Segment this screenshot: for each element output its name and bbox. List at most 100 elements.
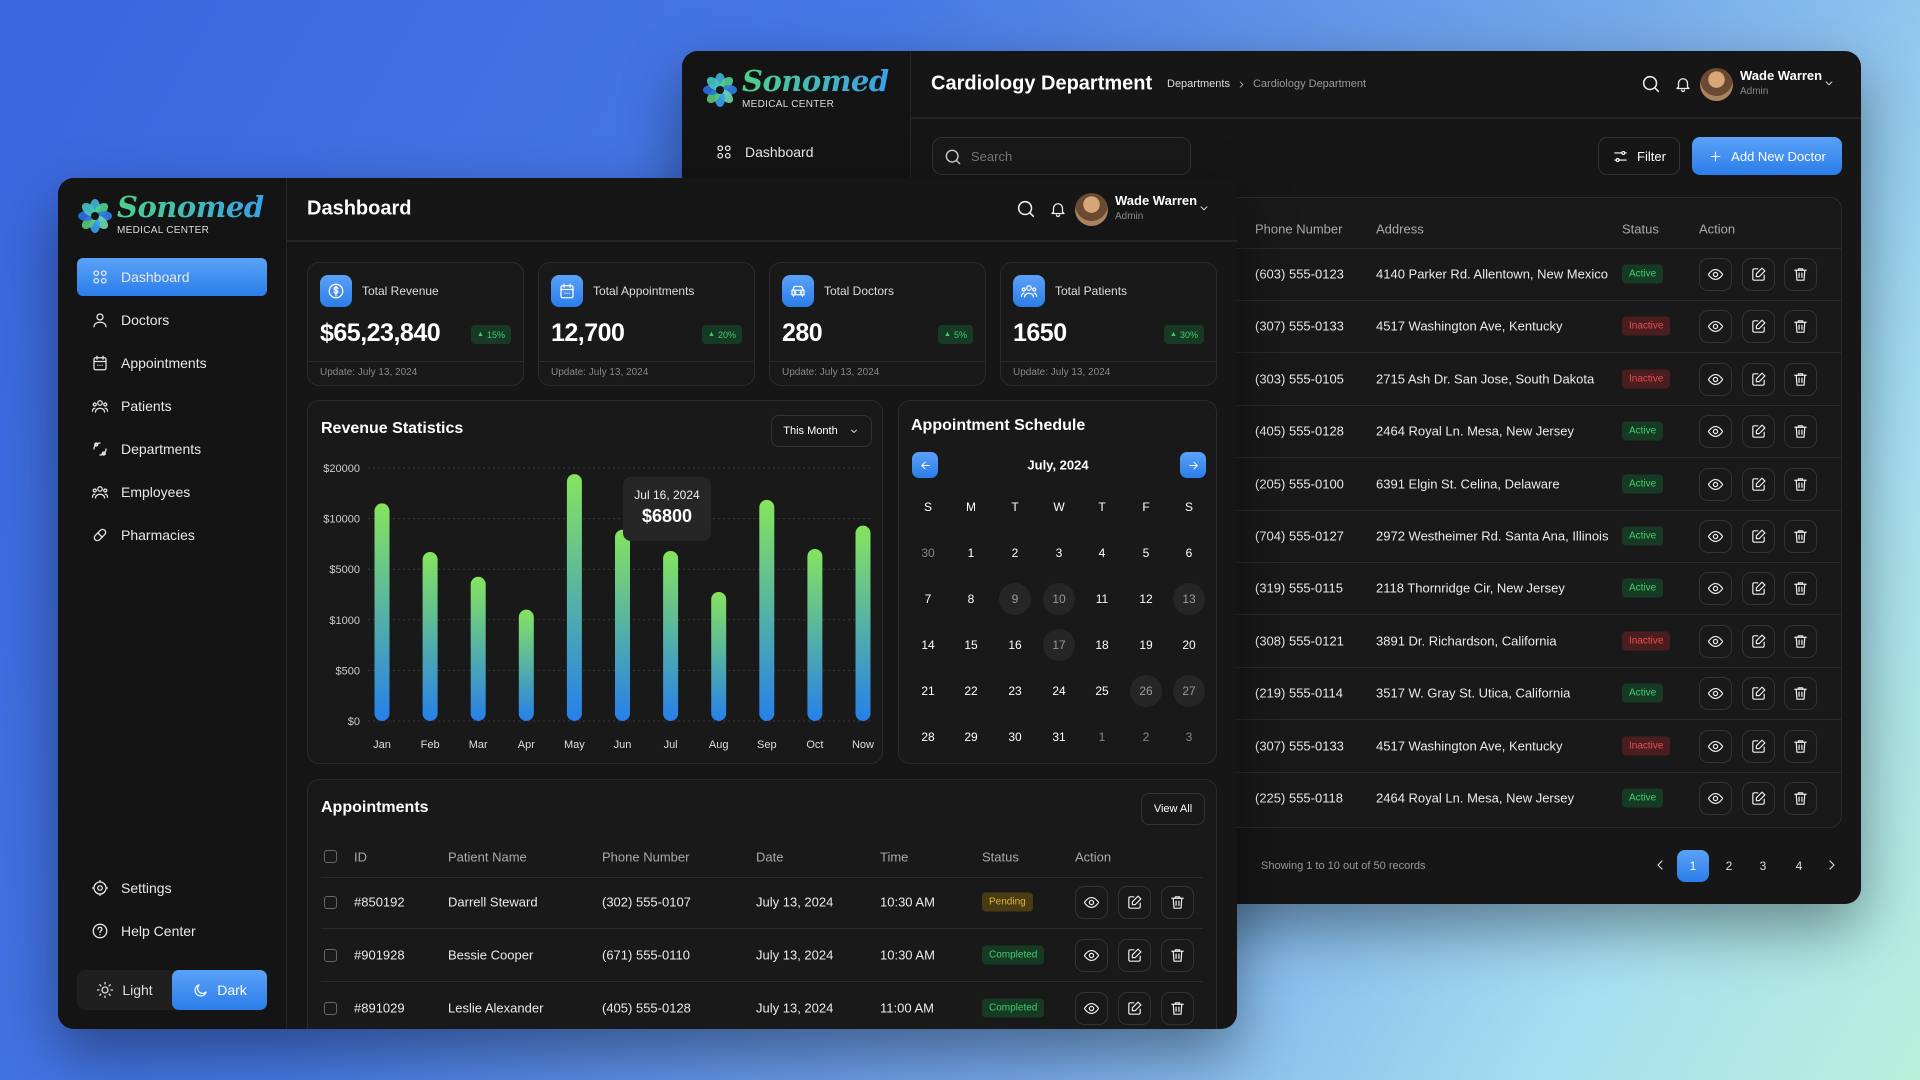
- delete-button[interactable]: [1784, 572, 1817, 606]
- page-3-button[interactable]: 3: [1759, 859, 1767, 873]
- calendar-day[interactable]: 12: [1139, 592, 1153, 606]
- theme-light-button[interactable]: Light: [77, 970, 172, 1010]
- calendar-day[interactable]: 7: [924, 592, 932, 606]
- theme-dark-button[interactable]: Dark: [172, 970, 267, 1010]
- sidebar-item-dashboard[interactable]: Dashboard: [77, 258, 267, 296]
- sidebar-item-employees[interactable]: Employees: [77, 473, 267, 511]
- row-checkbox[interactable]: [324, 949, 337, 962]
- filter-button[interactable]: Filter: [1598, 137, 1680, 175]
- calendar-day[interactable]: 3: [1185, 730, 1193, 744]
- view-button[interactable]: [1699, 782, 1732, 815]
- view-button[interactable]: [1699, 258, 1732, 291]
- view-button[interactable]: [1075, 992, 1108, 1025]
- search-input[interactable]: Search: [932, 137, 1191, 175]
- delete-button[interactable]: [1161, 939, 1194, 972]
- view-button[interactable]: [1699, 624, 1732, 658]
- calendar-day[interactable]: 27: [1173, 675, 1205, 707]
- calendar-day[interactable]: 20: [1182, 638, 1196, 652]
- calendar-day[interactable]: 19: [1139, 638, 1153, 652]
- view-button[interactable]: [1699, 467, 1732, 501]
- period-dropdown[interactable]: This Month: [771, 415, 872, 447]
- delete-button[interactable]: [1784, 624, 1817, 658]
- calendar-day[interactable]: 2: [1011, 546, 1019, 560]
- edit-button[interactable]: [1742, 624, 1775, 658]
- edit-button[interactable]: [1742, 415, 1775, 449]
- chevron-down-icon[interactable]: [1822, 76, 1836, 90]
- view-button[interactable]: [1075, 886, 1108, 919]
- sidebar-item-settings[interactable]: Settings: [77, 869, 267, 907]
- edit-button[interactable]: [1742, 310, 1775, 344]
- user-menu[interactable]: Wade Warren Admin: [1075, 191, 1220, 227]
- select-all-checkbox[interactable]: [324, 850, 337, 863]
- add-new-doctor-button[interactable]: Add New Doctor: [1692, 137, 1842, 175]
- edit-button[interactable]: [1742, 467, 1775, 501]
- edit-button[interactable]: [1118, 939, 1151, 972]
- sidebar-item-doctors[interactable]: Doctors: [77, 301, 267, 339]
- calendar-day[interactable]: 22: [964, 684, 978, 698]
- calendar-day[interactable]: 8: [967, 592, 975, 606]
- edit-button[interactable]: [1742, 362, 1775, 396]
- user-menu[interactable]: Wade Warren Admin: [1700, 66, 1845, 102]
- calendar-day[interactable]: 29: [964, 730, 978, 744]
- sidebar-item-pharmacies[interactable]: Pharmacies: [77, 516, 267, 554]
- delete-button[interactable]: [1784, 258, 1817, 291]
- delete-button[interactable]: [1161, 992, 1194, 1025]
- view-button[interactable]: [1699, 310, 1732, 344]
- view-all-button[interactable]: View All: [1141, 793, 1205, 825]
- edit-button[interactable]: [1118, 886, 1151, 919]
- view-button[interactable]: [1699, 572, 1732, 606]
- page-2-button[interactable]: 2: [1725, 859, 1733, 873]
- page-4-button[interactable]: 4: [1795, 859, 1803, 873]
- delete-button[interactable]: [1784, 729, 1817, 763]
- calendar-day[interactable]: 30: [1008, 730, 1022, 744]
- calendar-day[interactable]: 14: [921, 638, 935, 652]
- calendar-day[interactable]: 6: [1185, 546, 1193, 560]
- calendar-day[interactable]: 2: [1142, 730, 1150, 744]
- calendar-day[interactable]: 23: [1008, 684, 1022, 698]
- calendar-day[interactable]: 13: [1173, 583, 1205, 615]
- bell-icon[interactable]: [1674, 75, 1692, 93]
- search-icon[interactable]: [1015, 198, 1037, 220]
- edit-button[interactable]: [1742, 258, 1775, 291]
- calendar-day[interactable]: 21: [921, 684, 935, 698]
- view-button[interactable]: [1699, 415, 1732, 449]
- calendar-day[interactable]: 17: [1043, 629, 1075, 661]
- delete-button[interactable]: [1784, 467, 1817, 501]
- row-checkbox[interactable]: [324, 896, 337, 909]
- calendar-day[interactable]: 4: [1098, 546, 1106, 560]
- edit-button[interactable]: [1742, 729, 1775, 763]
- edit-button[interactable]: [1742, 782, 1775, 815]
- search-icon[interactable]: [1640, 73, 1662, 95]
- calendar-day[interactable]: 11: [1095, 592, 1109, 606]
- calendar-day[interactable]: 30: [921, 546, 935, 560]
- view-button[interactable]: [1699, 362, 1732, 396]
- delete-button[interactable]: [1784, 677, 1817, 711]
- calendar-day[interactable]: 1: [967, 546, 975, 560]
- delete-button[interactable]: [1784, 415, 1817, 449]
- calendar-day[interactable]: 26: [1130, 675, 1162, 707]
- delete-button[interactable]: [1784, 310, 1817, 344]
- view-button[interactable]: [1075, 939, 1108, 972]
- calendar-day[interactable]: 10: [1043, 583, 1075, 615]
- view-button[interactable]: [1699, 520, 1732, 553]
- calendar-day[interactable]: 15: [964, 638, 978, 652]
- prev-month-button[interactable]: [912, 452, 938, 478]
- delete-button[interactable]: [1784, 520, 1817, 553]
- calendar-day[interactable]: 18: [1095, 638, 1109, 652]
- calendar-day[interactable]: 3: [1055, 546, 1063, 560]
- calendar-day[interactable]: 31: [1052, 730, 1066, 744]
- edit-button[interactable]: [1118, 992, 1151, 1025]
- view-button[interactable]: [1699, 729, 1732, 763]
- sidebar-item-patients[interactable]: Patients: [77, 387, 267, 425]
- calendar-day[interactable]: 9: [999, 583, 1031, 615]
- sidebar-item-dashboard[interactable]: Dashboard: [701, 133, 891, 171]
- bell-icon[interactable]: [1049, 200, 1067, 218]
- next-page-button[interactable]: [1824, 857, 1840, 873]
- sidebar-item-help-center[interactable]: Help Center: [77, 912, 267, 950]
- calendar-day[interactable]: 25: [1095, 684, 1109, 698]
- calendar-day[interactable]: 16: [1008, 638, 1022, 652]
- delete-button[interactable]: [1784, 362, 1817, 396]
- edit-button[interactable]: [1742, 520, 1775, 553]
- edit-button[interactable]: [1742, 572, 1775, 606]
- calendar-day[interactable]: 28: [921, 730, 935, 744]
